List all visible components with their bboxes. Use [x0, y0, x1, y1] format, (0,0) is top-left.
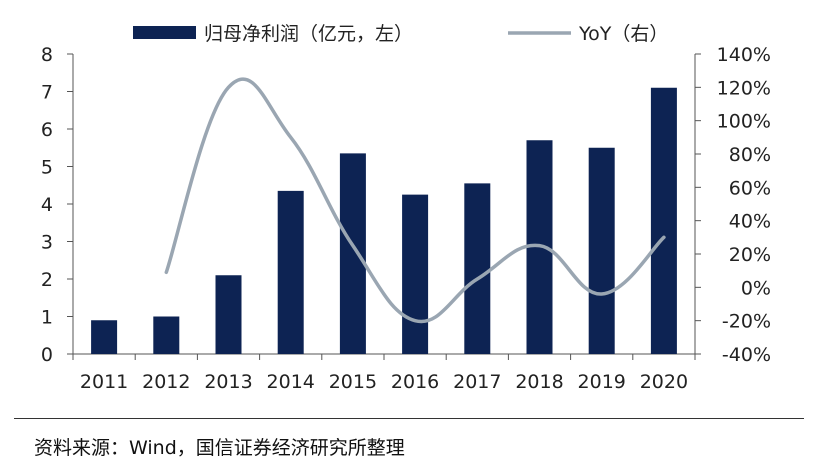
left-axis-tick-label: 6 [41, 119, 53, 141]
x-axis-tick-label: 2018 [515, 371, 563, 393]
x-axis-tick-label: 2015 [329, 371, 377, 393]
bar-2020 [650, 87, 677, 354]
bar-series [91, 87, 677, 354]
left-axis-tick-label: 3 [41, 232, 53, 254]
left-axis-tick-label: 4 [41, 194, 53, 216]
source-divider [14, 418, 804, 419]
bar-2016 [402, 194, 429, 354]
bar-2011 [91, 320, 118, 354]
x-axis-tick-label: 2013 [204, 371, 252, 393]
right-axis-tick-label: 80% [729, 144, 771, 166]
x-axis-tick-label: 2019 [578, 371, 626, 393]
left-axis-tick-label: 2 [41, 269, 53, 291]
axes: 0 1 2 3 4 5 6 7 8 -40% -20% 0% 20% 40% 60% 80% 100% 120% 1… [41, 44, 771, 393]
legend: 归母净利润（亿元，左） YoY（右） [133, 23, 668, 45]
x-axis-tick-label: 2012 [142, 371, 190, 393]
x-axis-tick-label: 2017 [453, 371, 501, 393]
bar-2014 [277, 190, 304, 354]
bar-2015 [339, 153, 366, 354]
x-axis-tick-label: 2014 [267, 371, 315, 393]
right-axis-tick-label: 120% [717, 77, 771, 99]
right-axis-tick-label: 60% [729, 177, 771, 199]
right-axis-tick-label: -20% [722, 311, 771, 333]
left-axis-tick-label: 8 [41, 44, 53, 66]
bar-2017 [464, 183, 491, 354]
left-axis-tick-label: 5 [41, 157, 53, 179]
left-axis-tick-label: 1 [41, 307, 53, 329]
bar-2019 [588, 147, 615, 354]
right-axis-tick-label: -40% [722, 344, 771, 366]
x-axis-tick-label: 2011 [80, 371, 128, 393]
legend-bar-swatch [133, 26, 196, 39]
source-note: 资料来源：Wind，国信证券经济研究所整理 [34, 437, 405, 459]
line-series [164, 77, 666, 324]
right-axis-tick-label: 140% [717, 44, 771, 66]
right-axis-tick-label: 100% [717, 111, 771, 133]
legend-line-label: YoY（右） [578, 23, 668, 45]
bar-2013 [215, 275, 242, 354]
left-axis-tick-label: 0 [41, 344, 53, 366]
right-axis-tick-label: 40% [729, 211, 771, 233]
legend-bar-label: 归母净利润（亿元，左） [204, 23, 413, 45]
right-axis-tick-label: 0% [741, 277, 771, 299]
x-axis-tick-label: 2020 [640, 371, 688, 393]
right-axis-tick-label: 20% [729, 244, 771, 266]
x-axis-tick-label: 2016 [391, 371, 439, 393]
left-axis-tick-label: 7 [41, 82, 53, 104]
chart: 归母净利润（亿元，左） YoY（右） 0 1 2 3 4 5 6 7 8 -40% -20% 0% 20… [41, 23, 771, 393]
bar-2012 [153, 316, 180, 354]
